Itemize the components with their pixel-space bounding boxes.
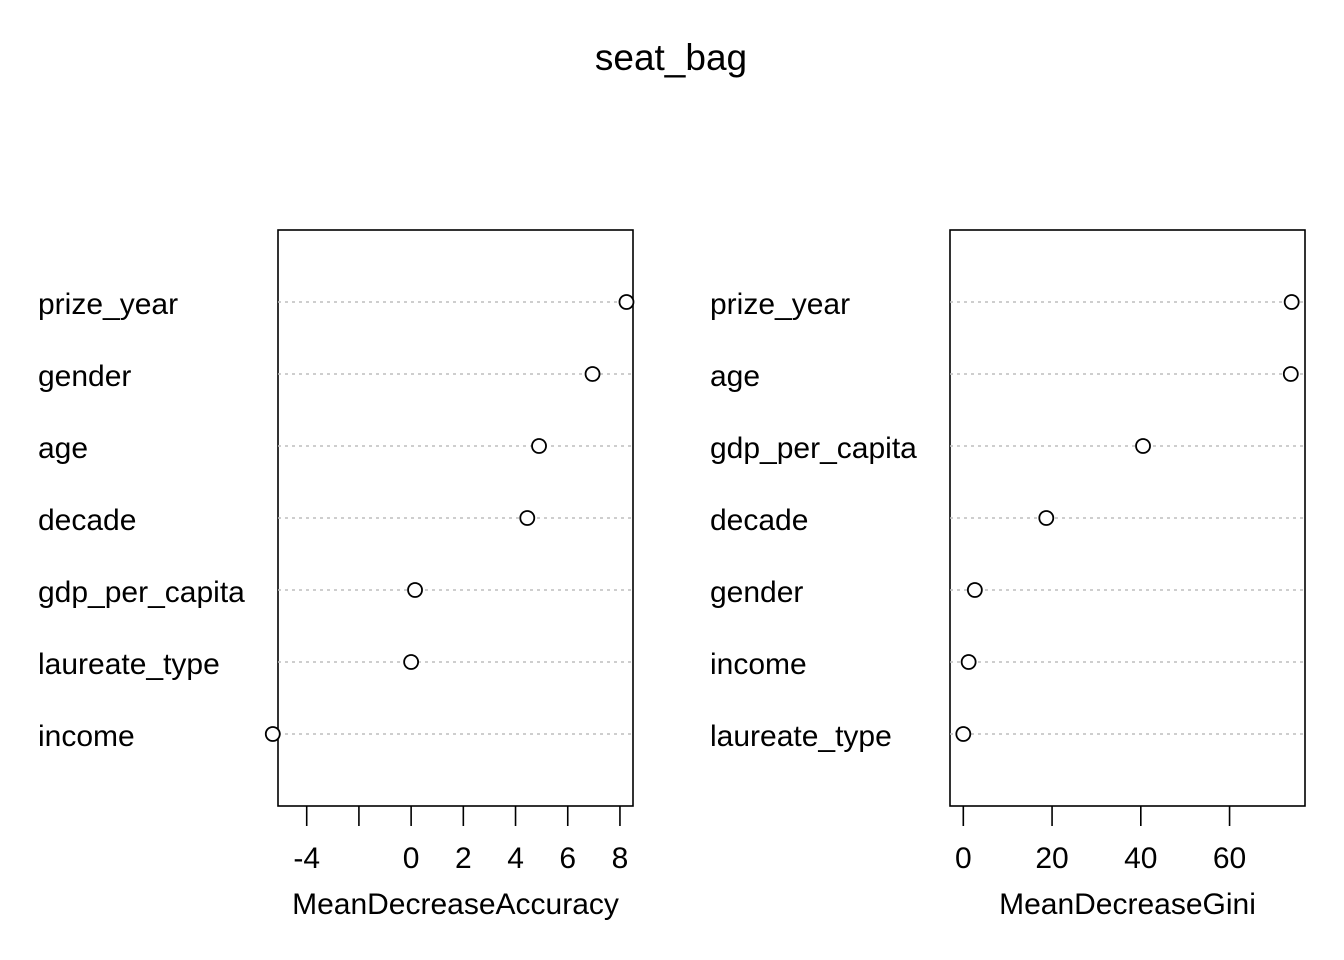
x-tick-label: 20 [1035,842,1068,875]
x-tick-label: 40 [1124,842,1157,875]
category-label: age [710,360,760,393]
data-point [960,654,977,670]
data-point [403,654,420,670]
data-point [1282,366,1299,382]
category-label: laureate_type [710,720,892,753]
category-label: gender [38,360,131,393]
data-point [407,582,423,598]
data-point [584,366,601,382]
x-axis-title: MeanDecreaseAccuracy [292,888,619,921]
chart-title: seat_bag [595,37,747,78]
category-label: laureate_type [38,648,220,681]
data-point [1283,294,1300,310]
category-label: decade [710,504,808,537]
data-point [264,726,281,742]
x-tick-label: 8 [612,842,629,875]
x-tick-label: 4 [507,842,524,875]
category-label: gdp_per_capita [38,576,245,609]
data-point [966,582,983,598]
x-axis-title: MeanDecreaseGini [999,888,1256,921]
category-label: gdp_per_capita [710,432,917,465]
category-label: prize_year [38,288,178,321]
x-tick-label: 0 [403,842,420,875]
category-label: age [38,432,88,465]
data-point [1135,438,1151,454]
category-label: income [710,648,807,681]
data-point [519,510,536,526]
category-label: gender [710,576,803,609]
x-tick-label: 0 [955,842,972,875]
data-point [531,438,547,454]
x-tick-label: -4 [293,842,320,875]
data-point [955,726,972,742]
category-label: prize_year [710,288,850,321]
x-tick-label: 60 [1213,842,1246,875]
category-label: income [38,720,135,753]
x-tick-label: 6 [559,842,576,875]
category-label: decade [38,504,136,537]
x-tick-label: 2 [455,842,472,875]
data-point [1038,510,1055,526]
data-point [618,294,635,310]
